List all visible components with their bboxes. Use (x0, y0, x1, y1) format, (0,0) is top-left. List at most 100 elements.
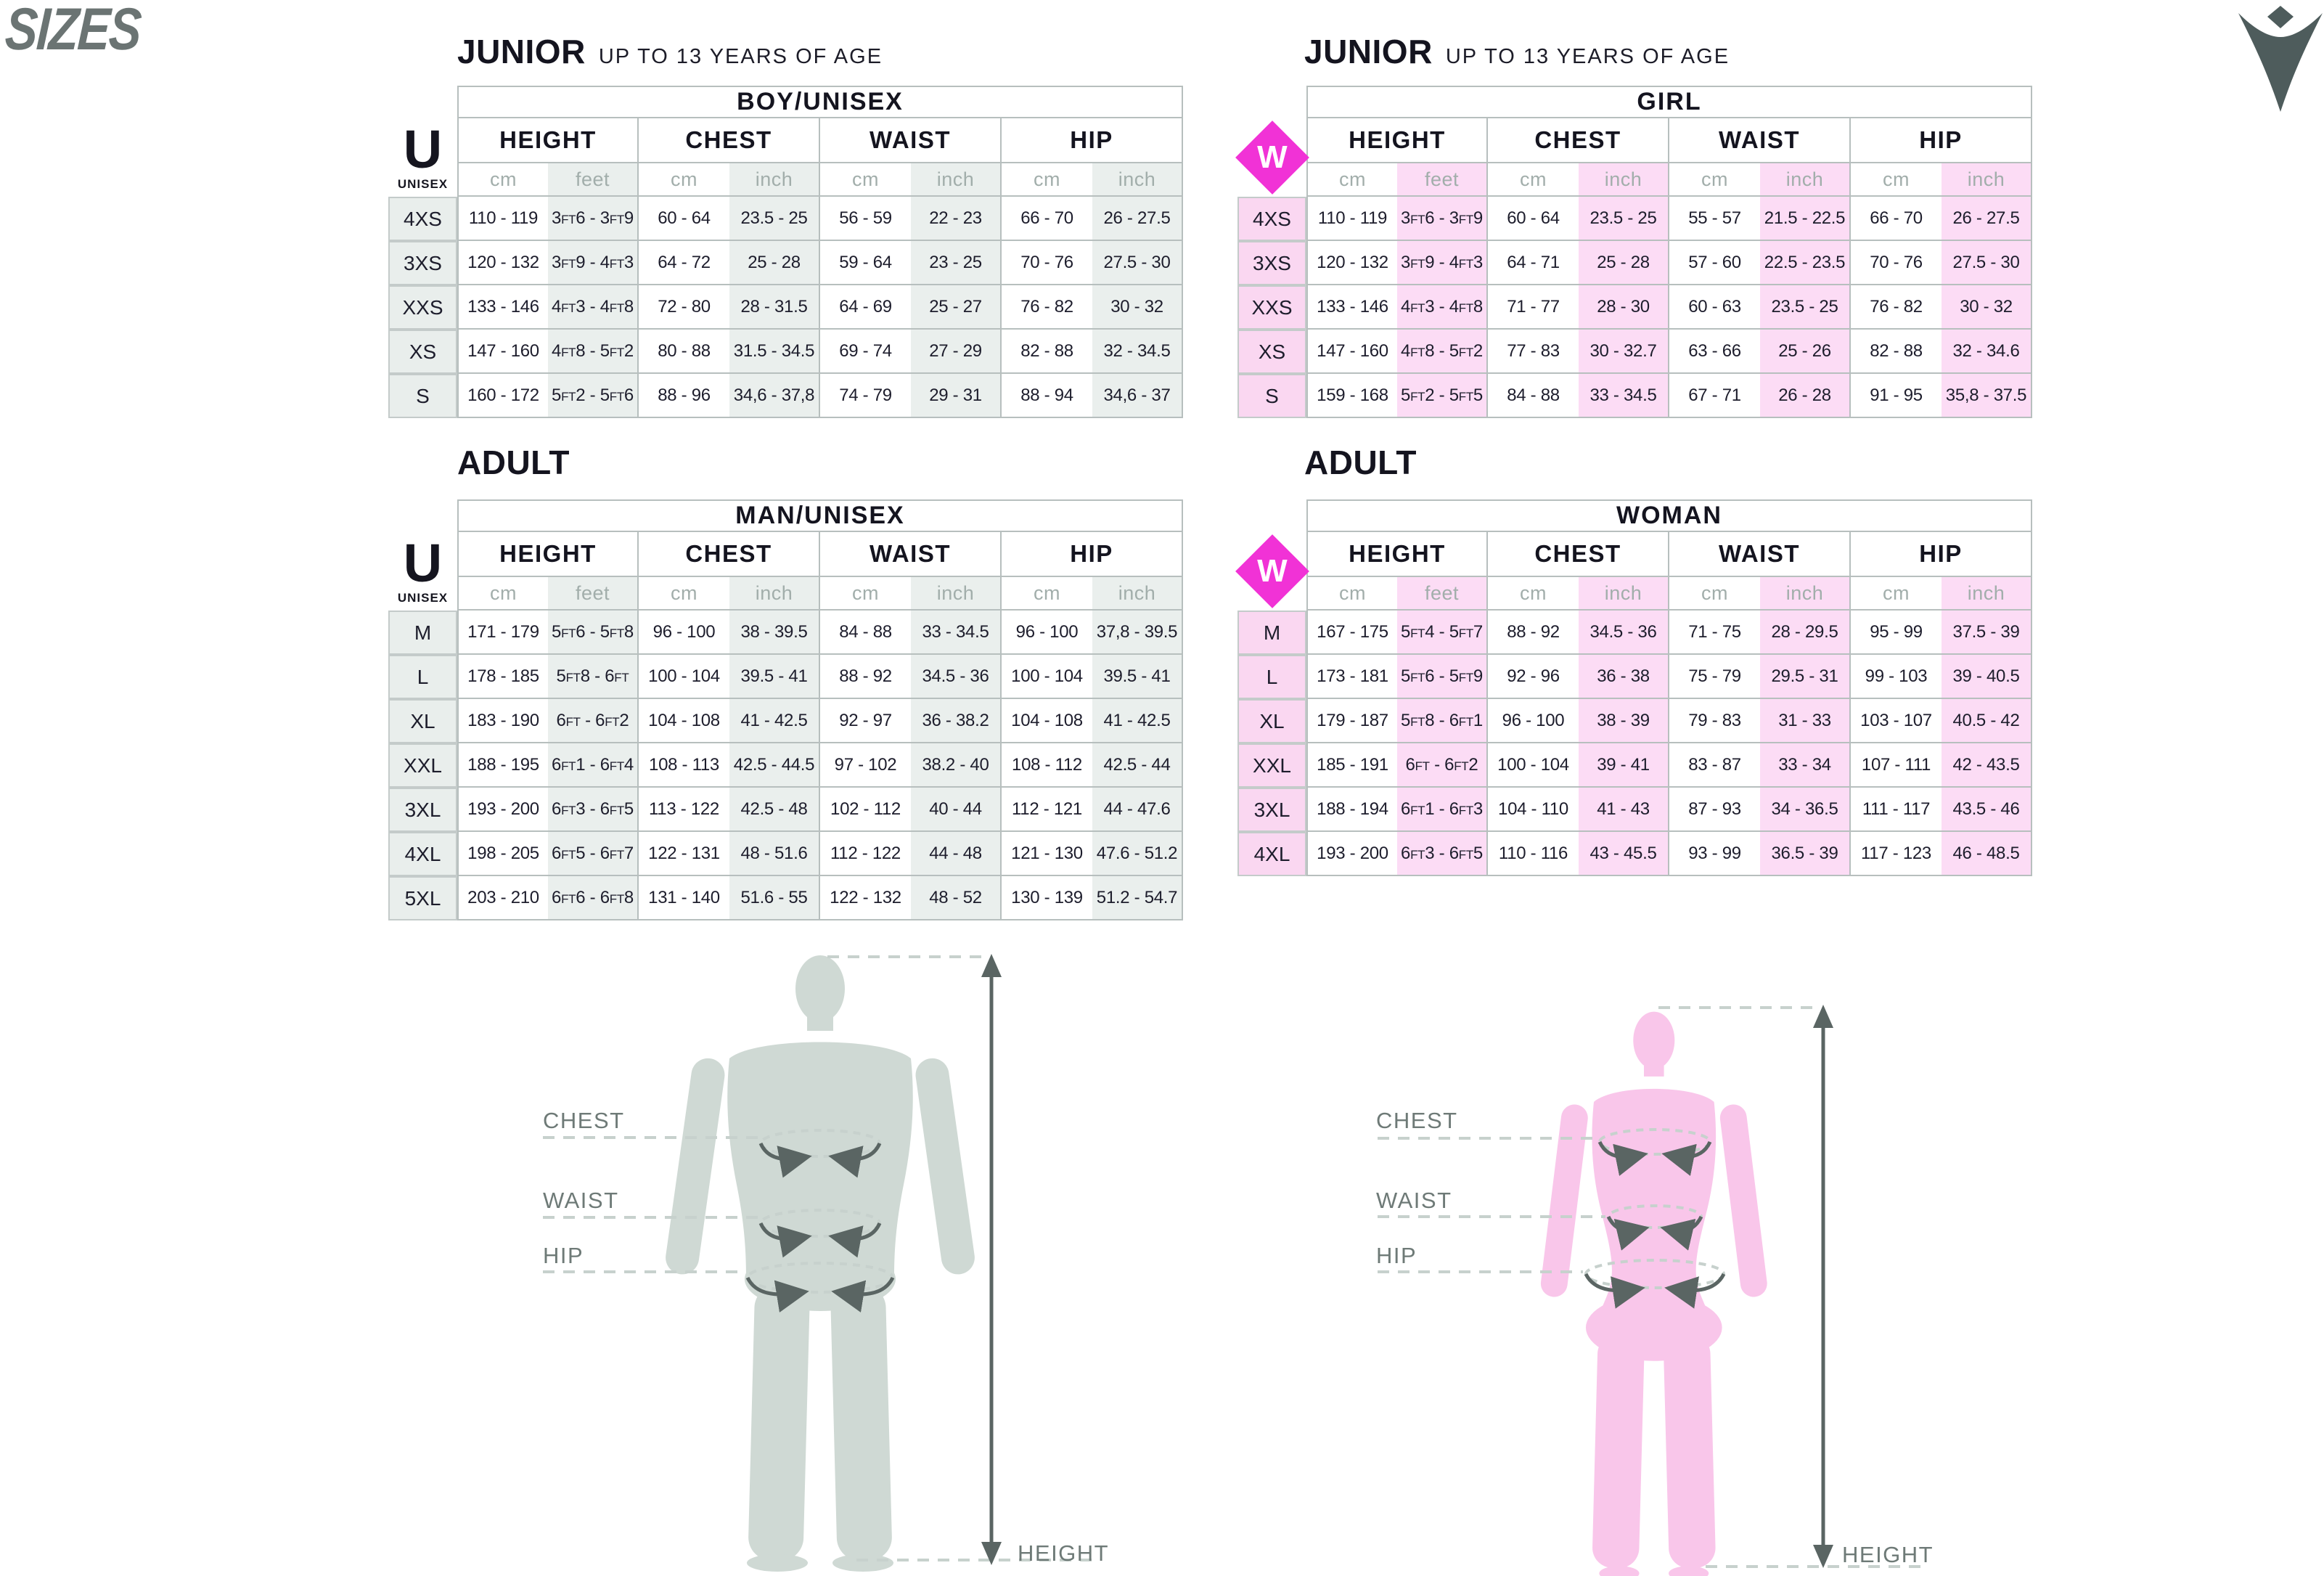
group-header-waist: WAIST (1669, 532, 1851, 577)
size-value-cell: 104 - 108 (1002, 699, 1092, 743)
man-hip-ring (745, 1262, 895, 1312)
size-value-cell: 41 - 42.5 (729, 699, 820, 743)
size-value-cell: 110 - 119 (457, 197, 548, 241)
size-value-cell: 120 - 132 (1306, 241, 1397, 285)
table-title: GIRL (1306, 86, 2032, 118)
unit-header: inch (1092, 163, 1183, 197)
size-value-cell: 34,6 - 37 (1092, 374, 1183, 418)
row-size-label: XL (1237, 699, 1306, 743)
size-value-cell: 70 - 76 (1851, 241, 1942, 285)
row-size-label: 4XL (1237, 832, 1306, 876)
size-value-cell: 39 - 41 (1579, 743, 1669, 788)
size-value-cell: 93 - 99 (1669, 832, 1760, 876)
size-value-cell: 5ft6 - 5ft8 (548, 611, 639, 655)
size-value-cell: 203 - 210 (457, 876, 548, 920)
size-value-cell: 92 - 97 (820, 699, 911, 743)
row-size-label: 5XL (388, 876, 457, 920)
size-value-cell: 104 - 108 (639, 699, 729, 743)
row-size-label: L (388, 655, 457, 699)
row-size-label: 3XL (1237, 788, 1306, 832)
size-value-cell: 60 - 64 (639, 197, 729, 241)
row-size-label: XXS (1237, 285, 1306, 330)
unit-header: cm (1488, 163, 1579, 197)
size-value-cell: 36 - 38.2 (911, 699, 1002, 743)
group-header-height: HEIGHT (1306, 118, 1488, 163)
size-value-cell: 40.5 - 42 (1942, 699, 2032, 743)
size-value-cell: 91 - 95 (1851, 374, 1942, 418)
size-value-cell: 79 - 83 (1669, 699, 1760, 743)
unit-header: inch (1942, 163, 2032, 197)
size-value-cell: 39.5 - 41 (1092, 655, 1183, 699)
size-value-cell: 179 - 187 (1306, 699, 1397, 743)
size-value-cell: 44 - 48 (911, 832, 1002, 876)
unit-header: inch (1579, 163, 1669, 197)
size-value-cell: 44 - 47.6 (1092, 788, 1183, 832)
size-value-cell: 39 - 40.5 (1942, 655, 2032, 699)
size-value-cell: 51.6 - 55 (729, 876, 820, 920)
row-size-label: 4XS (388, 197, 457, 241)
size-value-cell: 104 - 110 (1488, 788, 1579, 832)
row-size-label: XXL (1237, 743, 1306, 788)
size-value-cell: 56 - 59 (820, 197, 911, 241)
size-value-cell: 6ft - 6ft2 (548, 699, 639, 743)
table-title: BOY/UNISEX (457, 86, 1183, 118)
size-value-cell: 28 - 29.5 (1760, 611, 1851, 655)
man-waist-label: WAIST (543, 1188, 619, 1213)
group-header-height: HEIGHT (1306, 532, 1488, 577)
unit-header: cm (1488, 577, 1579, 611)
size-value-cell: 25 - 28 (729, 241, 820, 285)
size-value-cell: 28 - 30 (1579, 285, 1669, 330)
row-size-label: XL (388, 699, 457, 743)
size-value-cell: 6ft3 - 6ft5 (548, 788, 639, 832)
section-note: UP TO 13 YEARS OF AGE (598, 45, 883, 68)
size-value-cell: 183 - 190 (457, 699, 548, 743)
row-size-label: S (1237, 374, 1306, 418)
size-value-cell: 5ft2 - 5ft5 (1397, 374, 1488, 418)
size-value-cell: 107 - 111 (1851, 743, 1942, 788)
size-value-cell: 122 - 131 (639, 832, 729, 876)
size-value-cell: 30 - 32.7 (1579, 330, 1669, 374)
group-header-waist: WAIST (820, 118, 1002, 163)
group-header-waist: WAIST (820, 532, 1002, 577)
size-value-cell: 167 - 175 (1306, 611, 1397, 655)
man-measurement-figure (543, 954, 1096, 1572)
unit-header: inch (911, 163, 1002, 197)
size-value-cell: 23.5 - 25 (729, 197, 820, 241)
table-title: WOMAN (1306, 499, 2032, 532)
size-value-cell: 64 - 72 (639, 241, 729, 285)
size-value-cell: 131 - 140 (639, 876, 729, 920)
size-value-cell: 188 - 195 (457, 743, 548, 788)
woman-diamond-icon: W (1235, 121, 1309, 195)
adult-man-table: U UNISEX MAN/UNISEX HEIGHT CHEST WAIST HIP cm fe… (388, 499, 1183, 920)
size-value-cell: 3ft6 - 3ft9 (1397, 197, 1488, 241)
row-size-label: 4XL (388, 832, 457, 876)
size-value-cell: 178 - 185 (457, 655, 548, 699)
unit-header: feet (1397, 577, 1488, 611)
unit-header: cm (457, 163, 548, 197)
woman-diamond-icon: W (1235, 118, 1309, 197)
size-value-cell: 63 - 66 (1669, 330, 1760, 374)
size-value-cell: 5ft2 - 5ft6 (548, 374, 639, 418)
unit-header: inch (1942, 577, 2032, 611)
size-value-cell: 4ft8 - 5ft2 (548, 330, 639, 374)
size-value-cell: 159 - 168 (1306, 374, 1397, 418)
size-value-cell: 37.5 - 39 (1942, 611, 2032, 655)
size-value-cell: 5ft4 - 5ft7 (1397, 611, 1488, 655)
section-title: ADULT (1304, 444, 1417, 481)
size-value-cell: 32 - 34.5 (1092, 330, 1183, 374)
size-value-cell: 27.5 - 30 (1942, 241, 2032, 285)
size-value-cell: 66 - 70 (1851, 197, 1942, 241)
size-value-cell: 25 - 27 (911, 285, 1002, 330)
size-value-cell: 59 - 64 (820, 241, 911, 285)
size-value-cell: 188 - 194 (1306, 788, 1397, 832)
size-value-cell: 34 - 36.5 (1760, 788, 1851, 832)
size-value-cell: 88 - 94 (1002, 374, 1092, 418)
size-value-cell: 102 - 112 (820, 788, 911, 832)
unit-header: feet (548, 163, 639, 197)
group-header-hip: HIP (1002, 118, 1183, 163)
size-value-cell: 29 - 31 (911, 374, 1002, 418)
size-value-cell: 60 - 63 (1669, 285, 1760, 330)
size-value-cell: 92 - 96 (1488, 655, 1579, 699)
unit-header: inch (1760, 163, 1851, 197)
woman-icon-letter: W (1256, 139, 1288, 175)
